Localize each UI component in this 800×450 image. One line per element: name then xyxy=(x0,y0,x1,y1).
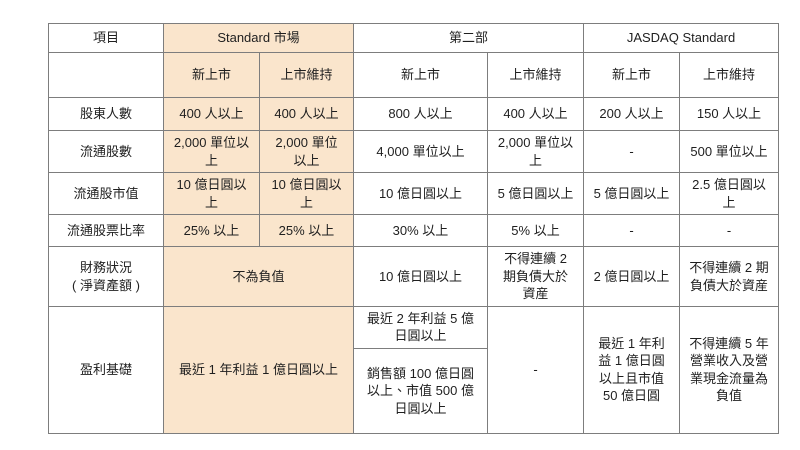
profit-basis-jasdaq-maintain-cell: 不得連續 5 年營業收入及營業現金流量為負值 xyxy=(679,305,780,434)
shareholders-second-new-cell: 800 人以上 xyxy=(353,97,488,131)
float-ratio-std-new-cell: 25% 以上 xyxy=(163,214,260,248)
float-market-cap-jasdaq-maintain-cell: 2.5 億日圓以上 xyxy=(679,172,780,216)
financial-status-standard-merged-cell: 不為負值 xyxy=(163,246,354,307)
profit-basis-row-top: 盈利基礎 最近 1 年利益 1 億日圓以上 最近 2 年利益 5 億日圓以上 -… xyxy=(48,305,780,434)
float-shares-second-maintain-cell: 2,000 單位以上 xyxy=(486,129,585,174)
subheader-second-maintain: 上市維持 xyxy=(486,52,585,98)
float-ratio-std-maintain-cell: 25% 以上 xyxy=(259,214,354,248)
float-ratio-second-maintain-cell: 5% 以上 xyxy=(486,214,585,248)
group-header-standard-market: Standard 市場 xyxy=(163,23,354,53)
financial-status-jasdaq-new-cell: 2 億日圓以上 xyxy=(583,246,681,307)
float-shares-jasdaq-maintain-cell: 500 單位以上 xyxy=(679,129,780,174)
float-shares-std-new-cell: 2,000 單位以上 xyxy=(163,129,260,174)
float-market-cap-jasdaq-new-cell: 5 億日圓以上 xyxy=(583,172,681,216)
profit-basis-jasdaq-new-cell: 最近 1 年利益 1 億日圓以上且市值 50 億日圓 xyxy=(583,305,681,434)
subheader-second-new: 新上市 xyxy=(353,52,488,98)
financial-status-second-maintain-cell: 不得連續 2 期負債大於資産 xyxy=(486,246,585,307)
shareholders-second-maintain-cell: 400 人以上 xyxy=(486,97,585,131)
float-shares-row: 流通股數 2,000 單位以上 2,000 單位以上 4,000 單位以上 2,… xyxy=(48,129,780,174)
profit-basis-row-bottom: 銷售額 100 億日圓以上、市值 500 億日圓以上 xyxy=(49,347,779,434)
float-ratio-jasdaq-maintain-cell: - xyxy=(679,214,780,248)
group-header-second-section: 第二部 xyxy=(352,23,585,53)
financial-status-jasdaq-maintain-cell: 不得連續 2 期負債大於資産 xyxy=(679,246,780,307)
float-market-cap-std-new-cell: 10 億日圓以上 xyxy=(163,172,260,216)
shareholders-label: 股東人數 xyxy=(48,97,164,131)
financial-status-second-new-cell: 10 億日圓以上 xyxy=(353,246,488,307)
float-ratio-jasdaq-new-cell: - xyxy=(583,214,681,248)
shareholders-std-new-cell: 400 人以上 xyxy=(163,97,260,131)
float-ratio-label: 流通股票比率 xyxy=(48,214,164,248)
float-market-cap-row: 流通股市值 10 億日圓以上 10 億日圓以上 10 億日圓以上 5 億日圓以上… xyxy=(48,172,780,216)
shareholders-jasdaq-maintain-cell: 150 人以上 xyxy=(679,97,780,131)
shareholders-std-maintain-cell: 400 人以上 xyxy=(259,97,354,131)
float-ratio-second-new-cell: 30% 以上 xyxy=(353,214,488,248)
subheader-jasdaq-maintain: 上市維持 xyxy=(679,52,780,98)
subheader-jasdaq-new: 新上市 xyxy=(583,52,681,98)
shareholders-jasdaq-new-cell: 200 人以上 xyxy=(583,97,681,131)
float-ratio-row: 流通股票比率 25% 以上 25% 以上 30% 以上 5% 以上 - - xyxy=(48,214,780,248)
float-market-cap-second-new-cell: 10 億日圓以上 xyxy=(353,172,488,216)
profit-basis-second-maintain-cell: - xyxy=(486,305,585,434)
item-header-cell: 項目 xyxy=(48,23,164,53)
float-shares-second-new-cell: 4,000 單位以上 xyxy=(353,129,488,174)
subheader-standard-maintain: 上市維持 xyxy=(259,52,354,98)
subheader-standard-new: 新上市 xyxy=(163,52,260,98)
float-market-cap-label: 流通股市值 xyxy=(48,172,164,216)
empty-corner-cell xyxy=(48,52,164,98)
profit-basis-second-new-lower-cell: 銷售額 100 億日圓以上、市值 500 億日圓以上 xyxy=(353,347,488,434)
shareholders-row: 股東人數 400 人以上 400 人以上 800 人以上 400 人以上 200… xyxy=(48,97,780,131)
profit-basis-standard-merged-cell: 最近 1 年利益 1 億日圓以上 xyxy=(163,305,354,434)
financial-status-label: 財務狀況 ( 淨資產額 ) xyxy=(48,246,164,307)
listing-requirements-table: 項目 Standard 市場 第二部 JASDAQ Standard 新上市 上… xyxy=(48,23,780,434)
profit-basis-label: 盈利基礎 xyxy=(48,305,164,434)
financial-status-row: 財務狀況 ( 淨資產額 ) 不為負值 10 億日圓以上 不得連續 2 期負債大於… xyxy=(48,246,780,307)
header-group-row: 項目 Standard 市場 第二部 JASDAQ Standard xyxy=(48,23,780,53)
group-header-jasdaq-standard: JASDAQ Standard xyxy=(583,23,780,53)
header-sub-row: 新上市 上市維持 新上市 上市維持 新上市 上市維持 xyxy=(48,52,780,98)
float-shares-std-maintain-cell: 2,000 單位以上 xyxy=(259,129,354,174)
float-market-cap-second-maintain-cell: 5 億日圓以上 xyxy=(486,172,585,216)
float-shares-jasdaq-new-cell: - xyxy=(583,129,681,174)
float-shares-label: 流通股數 xyxy=(48,129,164,174)
profit-basis-second-new-upper-cell: 最近 2 年利益 5 億日圓以上 xyxy=(353,305,488,349)
float-market-cap-std-maintain-cell: 10 億日圓以上 xyxy=(259,172,354,216)
